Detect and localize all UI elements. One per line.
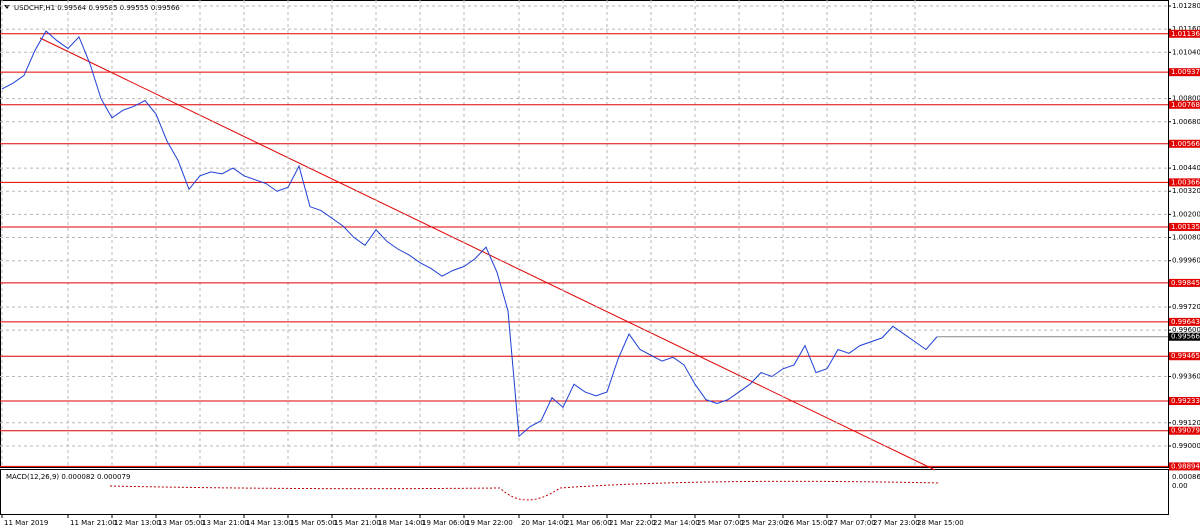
- y-tick-label: 1.01280: [1172, 2, 1200, 10]
- y-tick-label: 0.99720: [1172, 303, 1200, 311]
- level-box: [1169, 29, 1200, 38]
- x-tick-label: 13 Mar 21:00: [202, 519, 249, 527]
- macd-frame: [0, 469, 1169, 515]
- x-tick-label: 27 Mar 07:00: [829, 519, 876, 527]
- level-box: [1169, 426, 1200, 435]
- level-box: [1169, 68, 1200, 77]
- x-tick-label: 19 Mar 22:00: [466, 519, 513, 527]
- chart-title: USDCHF,H1 0.99564 0.99585 0.99555 0.9956…: [14, 4, 180, 12]
- macd-axis-label: 0.00: [1172, 482, 1188, 490]
- level-label: 0.99079: [1171, 427, 1200, 435]
- level-box: [1169, 278, 1200, 287]
- price-line: [1, 30, 938, 438]
- level-box: [1169, 222, 1200, 231]
- y-tick-label: 1.00800: [1172, 95, 1200, 103]
- level-box: [1169, 178, 1200, 187]
- level-label: 0.99643: [1171, 318, 1200, 326]
- level-box: [1169, 139, 1200, 148]
- y-tick-label: 1.01040: [1172, 48, 1200, 56]
- x-tick-label: 28 Mar 15:00: [917, 519, 964, 527]
- x-tick-label: 27 Mar 23:00: [873, 519, 920, 527]
- level-label: 1.00937: [1171, 68, 1200, 76]
- x-tick-label: 20 Mar 14:00: [521, 519, 568, 527]
- x-tick-label: 21 Mar 06:00: [565, 519, 612, 527]
- y-tick-label: 1.01160: [1172, 25, 1200, 33]
- x-tick-label: 22 Mar 14:00: [653, 519, 700, 527]
- level-box: [1169, 462, 1200, 471]
- y-tick-label: 1.00320: [1172, 187, 1200, 195]
- level-label: 0.98894: [1171, 462, 1200, 470]
- x-tick-label: 25 Mar 23:00: [741, 519, 788, 527]
- x-tick-label: 19 Mar 06:00: [422, 519, 469, 527]
- level-label: 0.99465: [1171, 352, 1200, 360]
- level-box: [1169, 352, 1200, 361]
- level-label: 0.99233: [1171, 397, 1200, 405]
- y-tick-label: 0.99000: [1172, 442, 1200, 450]
- macd-label: MACD(12,26,9) 0.000082 0.000079: [6, 473, 130, 481]
- level-box: [1169, 100, 1200, 109]
- level-label: 0.99845: [1171, 279, 1200, 287]
- level-box: [1169, 317, 1200, 326]
- x-tick-label: 12 Mar 13:00: [114, 519, 161, 527]
- x-tick-label: 18 Mar 14:00: [378, 519, 425, 527]
- y-tick-label: 0.99960: [1172, 257, 1200, 265]
- current-price-box: [1169, 332, 1200, 341]
- x-tick-label: 14 Mar 13:00: [246, 519, 293, 527]
- y-tick-label: 0.99360: [1172, 372, 1200, 380]
- y-tick-label: 0.99600: [1172, 326, 1200, 334]
- x-tick-label: 26 Mar 15:00: [785, 519, 832, 527]
- x-tick-label: 13 Mar 05:00: [158, 519, 205, 527]
- x-tick-label: 11 Mar 21:00: [70, 519, 117, 527]
- y-tick-label: 0.99120: [1172, 419, 1200, 427]
- x-tick-label: 25 Mar 07:00: [697, 519, 744, 527]
- y-tick-label: 1.00080: [1172, 234, 1200, 242]
- current-price-label: 0.99566: [1171, 333, 1200, 341]
- trend-line: [39, 37, 936, 471]
- level-label: 1.00566: [1171, 140, 1200, 148]
- y-tick-label: 1.00440: [1172, 164, 1200, 172]
- y-tick-label: 1.00200: [1172, 210, 1200, 218]
- x-tick-label: 11 Mar 2019: [4, 519, 48, 527]
- y-tick-label: 1.00680: [1172, 118, 1200, 126]
- x-tick-label: 21 Mar 22:00: [609, 519, 656, 527]
- x-tick-label: 15 Mar 05:00: [290, 519, 337, 527]
- level-box: [1169, 397, 1200, 406]
- level-label: 1.00768: [1171, 101, 1200, 109]
- plot-frame: [0, 0, 1169, 468]
- x-tick-label: 15 Mar 21:00: [334, 519, 381, 527]
- level-label: 1.00135: [1171, 223, 1200, 231]
- macd-axis-label: 0.000864: [1172, 473, 1200, 481]
- macd-signal: [109, 480, 941, 501]
- level-label: 1.00366: [1171, 178, 1200, 186]
- level-label: 1.01136: [1171, 30, 1200, 38]
